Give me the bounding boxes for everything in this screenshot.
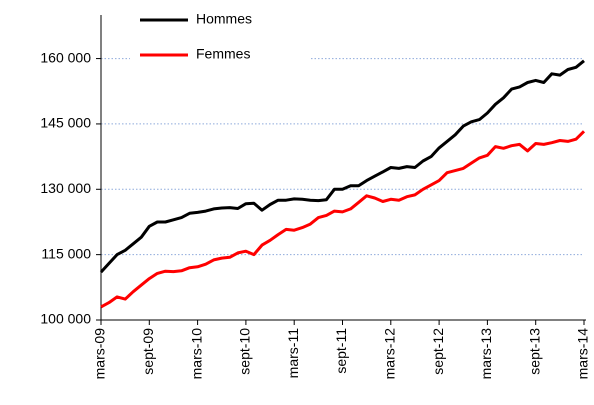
line-series bbox=[100, 130, 586, 309]
line-series bbox=[99, 59, 585, 274]
x-tick-label: sept-12 bbox=[430, 328, 446, 375]
x-tick-label: sept-09 bbox=[140, 328, 156, 375]
y-tick-label: 145 000 bbox=[40, 115, 91, 131]
x-tick-label: mars-10 bbox=[188, 328, 204, 380]
y-tick-label: 160 000 bbox=[40, 49, 91, 65]
legend-label: Femmes bbox=[196, 46, 250, 62]
x-tick-label: sept-10 bbox=[237, 328, 253, 375]
y-tick-label: 130 000 bbox=[40, 180, 91, 196]
x-tick-label: mars-12 bbox=[382, 328, 398, 380]
legend-label: Hommes bbox=[196, 11, 252, 27]
x-tick-label: mars-09 bbox=[92, 328, 108, 380]
x-tick-label: mars-11 bbox=[285, 328, 301, 379]
y-tick-label: 115 000 bbox=[41, 245, 91, 261]
x-tick-label: sept-11 bbox=[333, 328, 349, 374]
x-tick-label: mars-13 bbox=[478, 328, 494, 380]
x-tick-label: sept-13 bbox=[526, 328, 542, 375]
x-tick-label: mars-14 bbox=[575, 328, 591, 380]
legend-bg bbox=[130, 8, 310, 70]
y-tick-label: 100 000 bbox=[40, 311, 91, 327]
